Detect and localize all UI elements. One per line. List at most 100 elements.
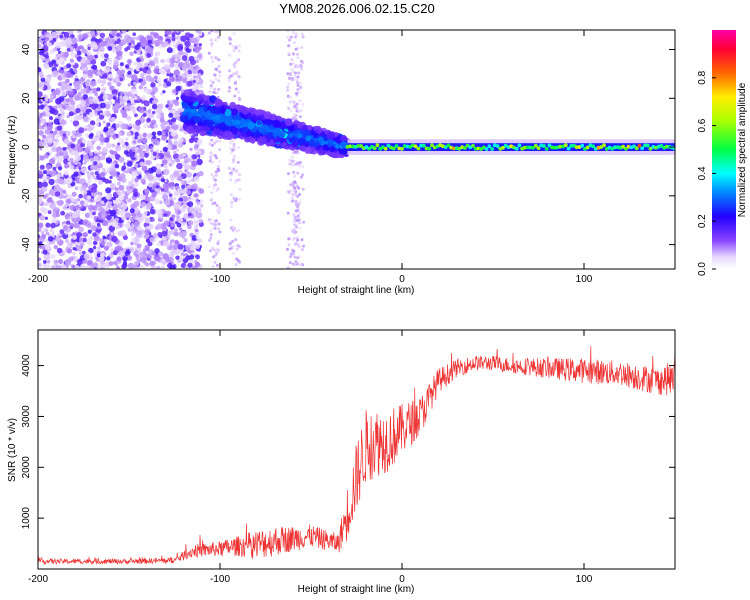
spectrogram-streak-cell	[217, 58, 221, 62]
spectrogram-noise-cell	[175, 148, 180, 152]
spectrogram-noise-cell	[41, 186, 48, 192]
spectrogram-ytick-label: 40	[21, 44, 32, 56]
spectrogram-noise-cell	[93, 156, 99, 161]
spectrogram-streak-cell	[295, 236, 299, 240]
colorbar-label-visible: Normalized spectral amplitude	[737, 82, 748, 217]
spectrogram-noise-cell	[116, 245, 122, 252]
spectrogram-noise-cell	[107, 81, 112, 87]
spectrogram-band-cell	[493, 143, 497, 151]
spectrogram-noise-cell	[166, 144, 173, 151]
spectrogram-noise-cell	[132, 140, 137, 144]
spectrogram-band-cell	[565, 143, 569, 151]
spectrogram-noise-cell	[101, 79, 107, 85]
spectrogram-noise-cell	[93, 235, 100, 242]
spectrogram-noise-cell	[42, 175, 47, 180]
spectrogram-noise-cell	[64, 259, 72, 266]
spectrogram-noise-cell	[75, 204, 80, 209]
spectrogram-noise-cell	[85, 86, 89, 90]
spectrogram-noise-cell	[103, 66, 110, 73]
spectrogram-noise-cell	[71, 130, 77, 135]
spectrogram-noise-cell	[96, 222, 101, 227]
spectrogram-core-cell	[547, 143, 552, 148]
spectrogram-trace-cell	[256, 120, 263, 126]
spectrogram-noise-cell	[92, 232, 97, 237]
spectrogram-trace-cell	[183, 89, 191, 97]
snr-xtick-label: -100	[210, 574, 230, 585]
spectrogram-streak-cell	[301, 165, 305, 169]
spectrogram-noise-cell	[42, 266, 49, 269]
spectrogram-noise-cell	[138, 85, 143, 90]
spectrogram-noise-cell	[60, 86, 65, 91]
spectrogram-noise-cell	[187, 262, 193, 268]
spectrogram-streak-cell	[229, 173, 233, 177]
spectrogram-streak-cell	[227, 166, 231, 170]
spectrogram-noise-cell	[166, 73, 170, 77]
spectrogram-core-cell	[525, 145, 530, 150]
spectrogram-streak-cell	[298, 164, 302, 168]
spectrogram-noise-cell	[102, 168, 107, 173]
spectrogram-noise-cell	[169, 76, 175, 83]
spectrogram-noise-cell	[72, 120, 80, 127]
spectrogram-trace-cell	[258, 127, 264, 133]
spectrogram-streak-cell	[207, 185, 211, 189]
spectrogram-noise-cell	[122, 95, 129, 101]
spectrogram-noise-cell	[66, 227, 72, 233]
spectrogram-noise-cell	[114, 187, 119, 192]
spectrogram-noise-cell	[90, 59, 97, 65]
spectrogram-noise-cell	[129, 208, 135, 214]
spectrogram-noise-cell	[82, 112, 87, 117]
spectrogram-noise-cell	[40, 86, 44, 90]
spectrogram-streak-cell	[231, 239, 235, 243]
spectrogram-noise-cell	[46, 164, 52, 170]
spectrogram-noise-cell	[70, 92, 75, 97]
spectrogram-streak-cell	[287, 76, 291, 80]
spectrogram-noise-cell	[157, 103, 164, 110]
spectrogram-noise-cell	[195, 211, 203, 219]
spectrogram-noise-cell	[57, 82, 62, 86]
spectrogram-noise-cell	[116, 181, 121, 186]
spectrogram-noise-cell	[47, 138, 53, 144]
spectrogram-streak-cell	[296, 56, 300, 60]
spectrogram-noise-cell	[192, 80, 196, 83]
spectrogram-noise-cell	[132, 61, 137, 66]
spectrogram-streak-cell	[297, 89, 301, 93]
spectrogram-streak-cell	[298, 115, 302, 119]
spectrogram-streak-cell	[291, 228, 295, 232]
spectrogram-streak-cell	[296, 205, 300, 209]
spectrogram-noise-cell	[55, 41, 62, 49]
spectrogram-noise-cell	[40, 50, 45, 54]
spectrogram-trace-cell	[326, 131, 335, 140]
spectrogram-noise-cell	[45, 76, 52, 83]
spectrogram-noise-cell	[160, 265, 165, 269]
spectrogram-noise-cell	[72, 235, 77, 240]
spectrogram-noise-cell	[194, 193, 199, 198]
spectrogram-noise-cell	[146, 69, 152, 75]
spectrogram-noise-cell	[168, 200, 175, 206]
snr-xlabel: Height of straight line (km)	[298, 584, 415, 595]
spectrogram-noise-cell	[114, 102, 121, 109]
spectrogram-noise-cell	[108, 38, 115, 45]
spectrogram-trace-cell	[191, 97, 197, 103]
spectrogram-noise-cell	[66, 177, 73, 184]
spectrogram-noise-cell	[44, 216, 49, 220]
spectrogram-noise-cell	[129, 186, 133, 190]
spectrogram-noise-cell	[110, 182, 116, 189]
spectrogram-noise-cell	[109, 149, 114, 154]
spectrogram-streak-cell	[210, 30, 214, 33]
spectrogram-streak-cell	[235, 247, 239, 251]
spectrogram-noise-cell	[58, 166, 63, 171]
spectrogram-noise-cell	[95, 122, 100, 127]
spectrogram-streak-cell	[208, 249, 212, 253]
spectrogram-noise-cell	[99, 141, 104, 146]
spectrogram-noise-cell	[86, 195, 92, 200]
spectrogram-noise-cell	[141, 165, 148, 172]
spectrogram-noise-cell	[199, 199, 204, 204]
spectrogram-noise-cell	[187, 179, 191, 184]
spectrogram-noise-cell	[38, 81, 45, 88]
spectrogram-streak-cell	[292, 189, 296, 192]
spectrogram-noise-cell	[187, 212, 192, 217]
spectrogram-core-cell	[465, 143, 470, 148]
colorbar-tick-label: 0.8	[697, 70, 708, 84]
spectrogram-noise-cell	[187, 224, 192, 230]
spectrogram-streak-cell	[290, 67, 294, 71]
